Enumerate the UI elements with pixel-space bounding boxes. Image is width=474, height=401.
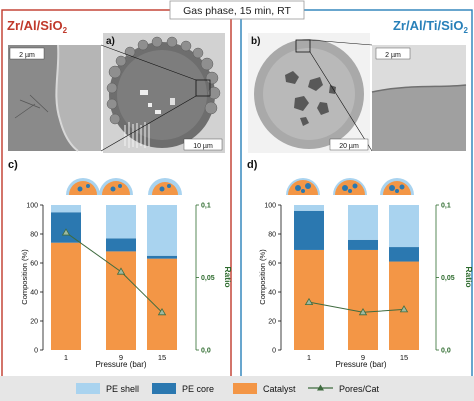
legend-label-pe-shell: PE shell bbox=[106, 384, 139, 394]
chart-c-bar-pe-core-15 bbox=[147, 255, 177, 259]
legend-label-pe-core: PE core bbox=[182, 384, 214, 394]
chart-d-bar-pe-core-9 bbox=[348, 239, 378, 250]
chart-c-bar-catalyst-1 bbox=[51, 242, 81, 350]
chart-d: d) 1 9 15 0 20 40 60 80 100 0,0 0,05 0,1 Compositio… bbox=[247, 159, 474, 369]
legend-label-pores-cat: Pores/Cat bbox=[339, 384, 380, 394]
chart-d-ytick-label: 60 bbox=[268, 261, 276, 268]
chart-d-bar-pe-core-15 bbox=[389, 247, 419, 262]
chart-c-bar-pe-shell-9 bbox=[106, 205, 136, 239]
chart-c-ytick-label: 20 bbox=[30, 319, 38, 326]
chart-d-ytick-label: 20 bbox=[268, 319, 276, 326]
left-panel-title: Zr/Al/SiO2 bbox=[7, 18, 68, 35]
chart-c-particles bbox=[66, 178, 182, 195]
chart-d-ytick-label: 80 bbox=[268, 232, 276, 239]
image-a-scalebar-box bbox=[183, 138, 223, 151]
chart-d-pores-cat-point-9 bbox=[358, 308, 368, 316]
chart-d-bar-pe-shell-1 bbox=[294, 205, 324, 211]
chart-c-xtick-label: 15 bbox=[158, 353, 166, 362]
chart-c-plot: 1 9 15 0 20 40 60 80 100 0,0 0,05 0,1 bbox=[26, 203, 214, 363]
sem-image-a: a) 10 µm bbox=[100, 33, 225, 153]
chart-c-y2label: Ratio bbox=[223, 266, 233, 287]
legend-swatch-catalyst bbox=[233, 383, 257, 394]
legend: PE shell PE core Catalyst Pores/Cat bbox=[0, 376, 474, 401]
chart-d-pores-cat-point-15 bbox=[399, 305, 409, 313]
chart-c-bar-pe-core-9 bbox=[106, 238, 136, 252]
chart-d-y2tick-label: 0,05 bbox=[441, 275, 455, 282]
inset-a-scalebar-box bbox=[9, 47, 45, 60]
chart-c-bar-pe-shell-15 bbox=[147, 205, 177, 256]
chart-d-pores-cat-point-1 bbox=[304, 297, 314, 306]
chart-c: c) 1 9 15 0 20 40 60 80 100 0,0 0,05 0,1 Compositio… bbox=[8, 159, 233, 369]
chart-c-bar-pe-core-1 bbox=[51, 212, 81, 243]
chart-c-y2tick-label: 0,1 bbox=[201, 203, 211, 210]
right-panel-title: Zr/Al/Ti/SiO2 bbox=[393, 18, 469, 35]
chart-c-bar-pe-shell-1 bbox=[51, 205, 81, 213]
sem-inset-b: 2 µm bbox=[371, 45, 467, 151]
chart-c-pores-cat-point-15 bbox=[157, 308, 167, 316]
header-title: Gas phase, 15 min, RT bbox=[183, 5, 291, 17]
inset-b-scalebar-label: 2 µm bbox=[385, 52, 401, 59]
image-b-label: b) bbox=[251, 36, 260, 47]
header-box bbox=[169, 0, 305, 20]
chart-c-y2tick-label: 0,05 bbox=[201, 275, 215, 282]
legend-swatch-pe-core bbox=[152, 383, 176, 394]
chart-d-y2tick-label: 0,1 bbox=[441, 203, 451, 210]
chart-d-plot: 1 9 15 0 20 40 60 80 100 0,0 0,05 0,1 bbox=[264, 203, 454, 363]
chart-d-xtick-label: 9 bbox=[361, 353, 365, 362]
chart-c-bar-catalyst-15 bbox=[147, 258, 177, 350]
inset-a-scalebar-label: 2 µm bbox=[19, 52, 35, 59]
chart-d-ytick-label: 40 bbox=[268, 290, 276, 297]
chart-c-ytick-label: 0 bbox=[34, 348, 38, 355]
chart-c-ytick-label: 40 bbox=[30, 290, 38, 297]
image-b-scalebar-box bbox=[329, 138, 369, 151]
chart-c-ylabel: Composition (%) bbox=[20, 249, 29, 305]
chart-d-particles bbox=[286, 178, 414, 195]
sem-image-b: b) 20 µm bbox=[248, 33, 373, 153]
chart-d-xlabel: Pressure (bar) bbox=[335, 360, 386, 369]
chart-c-xtick-label: 9 bbox=[119, 353, 123, 362]
chart-c-ytick-label: 80 bbox=[30, 232, 38, 239]
image-b-scalebar-label: 20 µm bbox=[339, 143, 359, 150]
chart-c-bar-catalyst-9 bbox=[106, 251, 136, 350]
inset-b-scalebar-box bbox=[375, 47, 411, 60]
chart-c-y2tick-label: 0,0 bbox=[201, 348, 211, 355]
chart-d-y2tick-label: 0,0 bbox=[441, 348, 451, 355]
chart-d-bar-pe-shell-9 bbox=[348, 205, 378, 240]
chart-d-bar-pe-shell-15 bbox=[389, 205, 419, 248]
chart-d-xtick-label: 1 bbox=[307, 353, 311, 362]
chart-d-ytick-label: 0 bbox=[272, 348, 276, 355]
chart-c-xlabel: Pressure (bar) bbox=[95, 360, 146, 369]
image-a-label: a) bbox=[106, 36, 115, 47]
sem-inset-a: 2 µm bbox=[8, 44, 101, 152]
image-a-scalebar-label: 10 µm bbox=[193, 143, 213, 150]
chart-d-bar-pe-core-1 bbox=[294, 210, 324, 250]
chart-c-ytick-label: 60 bbox=[30, 261, 38, 268]
chart-c-ytick-label: 100 bbox=[26, 203, 38, 210]
chart-d-bar-catalyst-9 bbox=[348, 249, 378, 350]
chart-c-label: c) bbox=[8, 159, 18, 171]
legend-label-catalyst: Catalyst bbox=[263, 384, 296, 394]
chart-d-y2label: Ratio bbox=[464, 266, 474, 287]
chart-d-ytick-label: 100 bbox=[264, 203, 276, 210]
chart-c-pores-cat-point-9 bbox=[116, 267, 126, 275]
chart-c-xtick-label: 1 bbox=[64, 353, 68, 362]
chart-d-ylabel: Composition (%) bbox=[258, 249, 267, 305]
legend-swatch-pe-shell bbox=[76, 383, 100, 394]
legend-marker-pores-cat bbox=[317, 384, 324, 391]
chart-d-xtick-label: 15 bbox=[400, 353, 408, 362]
chart-c-pores-cat-point-1 bbox=[61, 228, 71, 236]
chart-d-label: d) bbox=[247, 159, 258, 171]
